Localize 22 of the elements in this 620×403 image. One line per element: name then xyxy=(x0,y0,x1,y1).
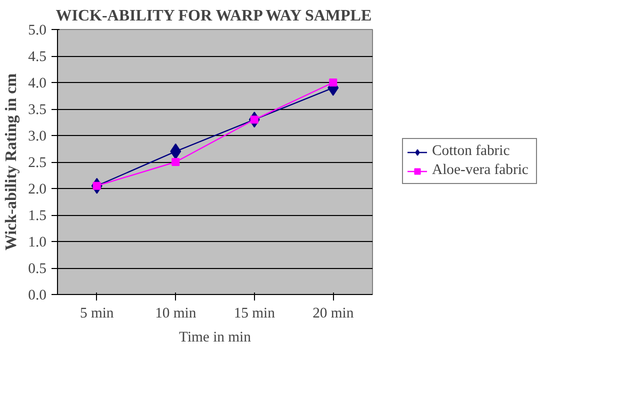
y-tick-label: 4.0 xyxy=(28,76,47,92)
point xyxy=(172,158,180,166)
y-tick-label: 5.0 xyxy=(28,22,47,38)
y-tick-label: 0.5 xyxy=(28,261,47,277)
legend-label: Cotton fabric xyxy=(432,143,511,160)
y-tick-label: 3.5 xyxy=(28,102,47,118)
x-tick-label: 15 min xyxy=(234,306,276,322)
y-axis-title: Wick-ability Rating in cm xyxy=(3,72,20,251)
y-tick-label: 2.0 xyxy=(28,182,47,198)
y-tick-label: 0.0 xyxy=(28,288,47,304)
y-tick-label: 2.5 xyxy=(28,155,47,171)
point xyxy=(329,78,338,86)
x-tick-label: 10 min xyxy=(155,306,197,322)
x-axis-title: Time in min xyxy=(179,330,252,346)
legend-label: Aloe-vera fabric xyxy=(432,162,530,179)
y-tick-label: 3.0 xyxy=(28,128,47,144)
y-tick-label: 4.5 xyxy=(28,49,47,65)
chart-title: WICK-ABILITY FOR WARP WAY SAMPLE xyxy=(56,8,372,24)
y-tick-label: 1.0 xyxy=(28,234,47,250)
x-tick-label: 5 min xyxy=(80,306,114,322)
x-tick-label: 20 min xyxy=(312,306,354,322)
y-tick-label: 1.5 xyxy=(28,208,47,224)
